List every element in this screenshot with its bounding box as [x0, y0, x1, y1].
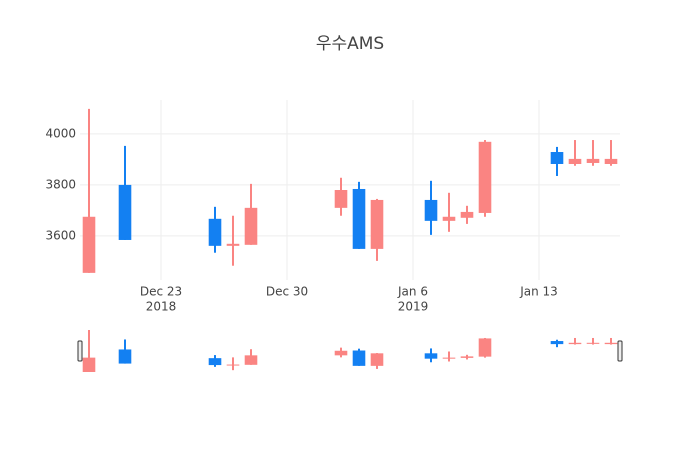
candle-body [82, 357, 96, 372]
candle-body [568, 158, 582, 164]
candle-body [334, 350, 348, 356]
candle-body [208, 218, 222, 246]
candle-body [586, 158, 600, 163]
candle-body [478, 338, 492, 357]
range-slider[interactable] [80, 330, 620, 372]
candle-body [370, 353, 384, 366]
candle-body [208, 358, 222, 366]
candle-body [478, 141, 492, 213]
candle-body [586, 342, 600, 344]
candle-body [604, 158, 618, 164]
y-tick-label: 3600 [45, 228, 76, 242]
x-tick-sublabel: 2019 [398, 300, 429, 314]
candle-body [118, 184, 132, 240]
range-slider-handle[interactable] [617, 340, 623, 362]
x-tick-sublabel: 2018 [146, 300, 177, 314]
y-tick-label: 3800 [45, 177, 76, 191]
candle-body [442, 357, 456, 359]
candle-body [604, 342, 618, 345]
x-tick-label: Dec 30 [266, 285, 308, 299]
candle-body [568, 342, 582, 345]
candle-body [460, 356, 474, 358]
candle-body [226, 243, 240, 246]
candle-body [352, 350, 366, 366]
y-tick-label: 4000 [45, 126, 76, 140]
candle-body [424, 199, 438, 221]
x-tick-label: Dec 23 [140, 285, 182, 299]
range-slider-handle[interactable] [77, 340, 83, 362]
candle-body [226, 364, 240, 366]
candle-body [550, 152, 564, 164]
candle-body [424, 353, 438, 359]
candle-body [550, 341, 564, 345]
candle-body [118, 349, 132, 364]
x-tick-label: Jan 13 [519, 285, 558, 299]
x-tick-label: Jan 6 [397, 285, 428, 299]
chart-title: 우수AMS [316, 34, 384, 54]
candle-body [334, 190, 348, 208]
candle-body [460, 211, 474, 218]
candle-body [442, 216, 456, 221]
candle-body [244, 355, 258, 365]
candle-body [244, 207, 258, 245]
candle-body [370, 199, 384, 249]
candle-body [82, 216, 96, 273]
candle-body [352, 188, 366, 249]
